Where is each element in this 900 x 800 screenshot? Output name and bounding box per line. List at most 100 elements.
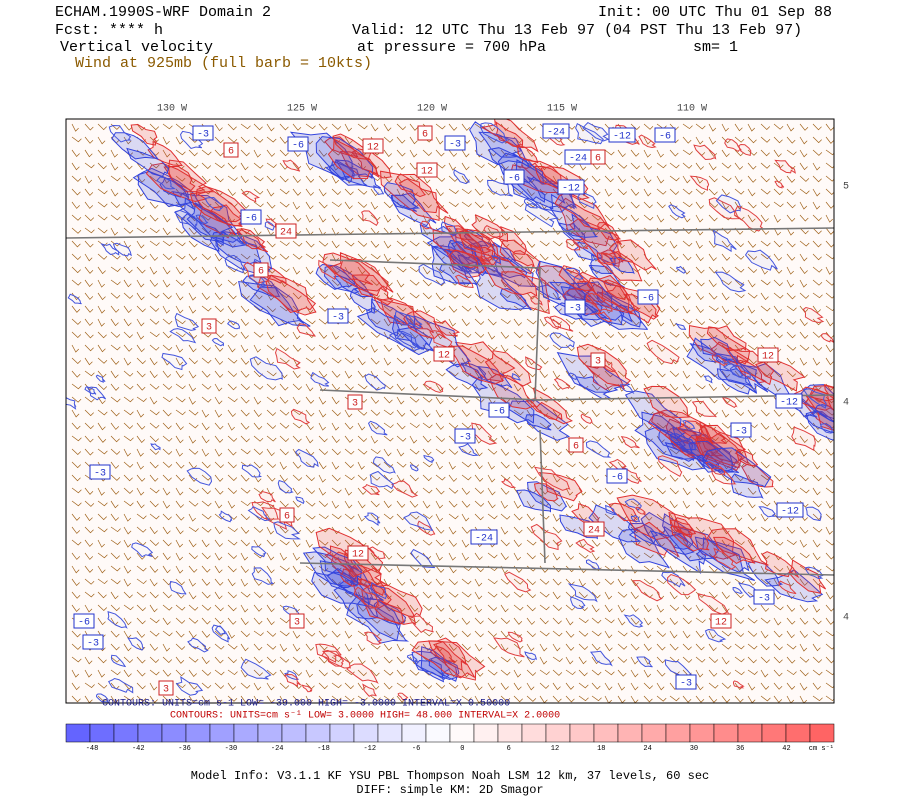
wind-barb — [110, 565, 121, 572]
wind-barb — [604, 539, 615, 546]
wind-barb — [812, 669, 823, 676]
wind-barb — [812, 266, 823, 273]
wind-barb — [669, 396, 678, 405]
wind-barb — [474, 331, 485, 338]
wind-barb — [825, 656, 834, 664]
wind-barb — [110, 188, 119, 197]
wind-barb — [227, 123, 237, 131]
wind-barb — [71, 136, 82, 143]
wind-barb — [162, 344, 173, 351]
wind-barb — [747, 617, 758, 624]
contour — [570, 596, 586, 610]
wind-barb — [110, 175, 121, 182]
contour — [388, 330, 421, 352]
wind-barb — [201, 474, 212, 481]
wind-barb — [578, 578, 586, 587]
wind-barb — [357, 344, 368, 351]
contour — [805, 395, 834, 447]
wind-barb — [760, 422, 770, 430]
wind-barb — [825, 487, 834, 494]
wind-barb — [97, 344, 106, 353]
wind-barb — [760, 656, 770, 664]
wind-barb — [786, 552, 795, 561]
wind-barb — [747, 123, 756, 132]
wind-barb — [71, 149, 80, 158]
wind-barb — [682, 305, 691, 314]
wind-barb — [227, 656, 237, 664]
wind-barb — [110, 448, 121, 455]
wind-barb — [97, 305, 106, 314]
wind-barb — [513, 669, 522, 678]
wind-barb — [448, 149, 458, 157]
contour — [130, 124, 158, 146]
wind-barb — [318, 526, 329, 533]
contour-label: -3 — [459, 433, 471, 444]
wind-barb — [279, 656, 290, 663]
contour — [693, 144, 717, 160]
wind-barb — [318, 409, 327, 418]
wind-barb — [643, 682, 653, 690]
wind-barb — [123, 318, 132, 327]
wind-barb — [383, 136, 394, 143]
wind-barb — [604, 552, 615, 559]
wind-barb — [812, 188, 821, 197]
wind-barb — [669, 331, 680, 338]
wind-barb — [240, 630, 251, 638]
wind-barb — [435, 409, 444, 418]
wind-barb — [162, 136, 170, 145]
wind-barb — [318, 396, 327, 405]
wind-barb — [487, 513, 498, 520]
wind-barb — [409, 357, 420, 364]
wind-barb — [227, 240, 236, 249]
wind-barb — [539, 214, 550, 221]
wind-barb — [110, 396, 121, 403]
wind-barb — [279, 474, 288, 483]
wind-barb — [695, 175, 704, 184]
wind-barb — [669, 643, 679, 651]
wind-barb — [214, 487, 224, 495]
wind-barb — [175, 435, 184, 444]
contour — [507, 631, 524, 643]
wind-barb — [448, 591, 459, 598]
wind-barb — [747, 526, 758, 533]
wind-barb — [487, 630, 497, 638]
wind-barb — [773, 682, 783, 690]
contour — [512, 250, 535, 268]
wind-barb — [734, 513, 743, 522]
wind-barb — [526, 318, 537, 325]
wind-barb — [799, 591, 808, 600]
wind-barb — [396, 474, 405, 483]
wind-barb — [240, 435, 250, 443]
wind-barb — [175, 578, 185, 586]
contour — [420, 646, 460, 681]
wind-barb — [279, 448, 289, 456]
wind-barb — [240, 448, 251, 455]
wind-barb — [253, 643, 263, 651]
wind-barb — [84, 292, 94, 300]
wind-barb — [513, 526, 523, 534]
wind-barb — [474, 617, 484, 625]
wind-barb — [747, 162, 757, 170]
wind-barb — [721, 578, 731, 586]
wind-barb — [669, 318, 678, 327]
wind-barb — [227, 175, 238, 182]
wind-barb — [396, 552, 406, 560]
contour — [318, 259, 337, 281]
wind-barb — [383, 240, 392, 249]
wind-barb — [448, 630, 458, 638]
wind-barb — [357, 305, 366, 314]
wind-barb — [201, 370, 211, 378]
wind-barb — [474, 604, 483, 613]
wind-barb — [721, 253, 731, 261]
wind-barb — [149, 669, 160, 676]
wind-barb — [448, 396, 459, 403]
contour — [214, 625, 226, 636]
wind-barb — [305, 591, 316, 598]
wind-barb — [474, 461, 483, 470]
wind-barb — [136, 461, 144, 470]
wind-barb — [370, 318, 381, 325]
wind-barb — [162, 240, 173, 247]
wind-barb — [409, 630, 420, 637]
wind-barb — [812, 227, 822, 235]
contour — [620, 436, 640, 449]
